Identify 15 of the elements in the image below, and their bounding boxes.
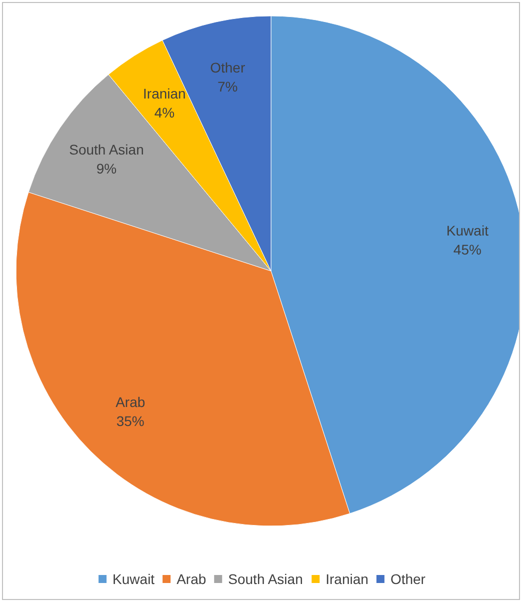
legend-label: South Asian bbox=[228, 571, 303, 587]
legend-label: Arab bbox=[176, 571, 206, 587]
data-label: 35% bbox=[116, 413, 144, 430]
slice-label: South Asian bbox=[69, 142, 144, 158]
legend-label: Iranian bbox=[326, 571, 368, 587]
slice-label: Arab bbox=[116, 394, 146, 410]
slice-label: Other bbox=[210, 59, 246, 76]
slice-label: Kuwait bbox=[446, 222, 489, 238]
data-label: 9% bbox=[96, 160, 117, 177]
slice-label: Iranian bbox=[143, 86, 186, 102]
legend-label: Other bbox=[390, 571, 426, 587]
data-label: 7% bbox=[217, 78, 238, 94]
legend-label: Kuwait bbox=[112, 571, 155, 587]
data-label: 45% bbox=[453, 241, 482, 258]
data-label: 4% bbox=[154, 104, 175, 121]
